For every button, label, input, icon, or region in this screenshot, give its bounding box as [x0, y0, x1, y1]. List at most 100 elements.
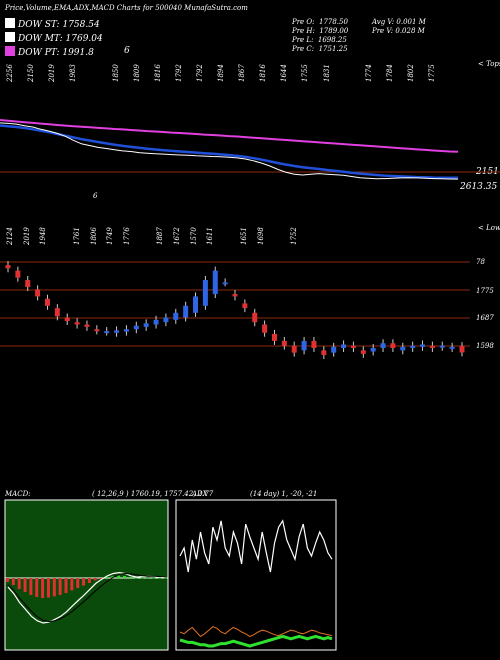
candle-body: [94, 329, 100, 332]
stat-value: 0.001 M: [396, 18, 426, 26]
ema-price-label: 2613.35: [460, 182, 498, 192]
stat-high: Pre H: 1789.00: [292, 27, 348, 35]
macd-histogram-bar: [82, 578, 86, 586]
candle-body: [64, 317, 70, 322]
candle-body: [360, 350, 366, 354]
stat-value: 1698.25: [317, 36, 347, 44]
candle-body: [281, 340, 287, 346]
candle-body: [350, 345, 356, 348]
stat-label: Avg V:: [372, 18, 395, 26]
macd-histogram-bar: [146, 577, 150, 579]
stat-low: Pre L: 1698.25: [292, 36, 347, 44]
macd-histogram-bar: [123, 576, 127, 578]
candle-chart: [0, 261, 470, 359]
candle-body: [193, 296, 199, 313]
adx-di-plus-line: [179, 519, 333, 573]
stat-label: Pre L:: [292, 36, 314, 44]
macd-histogram-bar: [23, 578, 27, 592]
candle-body: [341, 344, 347, 348]
macd-histogram-bar: [140, 577, 144, 579]
candle-body: [25, 280, 31, 288]
adx-frame: [175, 499, 337, 651]
level-label-2: 1775: [476, 287, 494, 295]
candle-body: [242, 303, 248, 309]
candle-body: [321, 350, 327, 355]
dow-pt-line: [0, 119, 459, 153]
candle-body: [252, 312, 258, 323]
legend-label: DOW ST:: [18, 20, 60, 30]
adx-values: (14 day) 1, -20, -21: [250, 490, 318, 498]
macd-histogram-bar: [58, 578, 62, 595]
candle-body: [114, 330, 120, 333]
macd-histogram-bar: [6, 578, 9, 582]
candle-body: [291, 345, 297, 353]
macd-histogram-bar: [64, 578, 68, 593]
candle-corner-label: < Lows: [478, 224, 500, 232]
macd-histogram-bar: [128, 577, 132, 578]
candle-body: [449, 346, 455, 349]
stat-label: Pre H:: [292, 27, 315, 35]
macd-histogram-bar: [99, 578, 103, 579]
candle-body: [153, 319, 159, 325]
candle-body: [311, 340, 317, 348]
legend-dow-pt: DOW PT: 1991.8: [5, 46, 94, 58]
dow-mt-line: [0, 124, 458, 180]
candle-body: [84, 324, 90, 327]
macd-histogram-bar: [17, 578, 21, 589]
macd-values: ( 12,26,9 ) 1760.19, 1757.42, 2.77: [92, 490, 214, 498]
legend-label: DOW PT:: [18, 48, 60, 58]
macd-signal-line: [7, 572, 166, 623]
level-label-1: 78: [476, 258, 485, 266]
chart-title: Price,Volume,EMA,ADX,MACD Charts for 500…: [5, 4, 248, 12]
swatch-dow-mt: [5, 32, 15, 42]
stat-value: 1751.25: [318, 45, 348, 53]
legend-dow-mt: DOW MT: 1769.04: [5, 32, 103, 44]
candle-body: [5, 265, 11, 269]
macd-histogram-bar: [41, 578, 45, 598]
candle-body: [331, 346, 337, 353]
level-label-4: 1598: [476, 342, 494, 350]
ema-small-label: 6: [93, 192, 98, 200]
candle-body: [104, 331, 110, 334]
candle-body: [271, 333, 277, 341]
candle-body: [173, 312, 179, 320]
macd-histogram-bar: [35, 578, 39, 597]
ema-chart: [0, 119, 500, 180]
macd-histogram-bar: [117, 575, 121, 578]
candle-body: [232, 294, 238, 297]
legend-label: DOW MT:: [18, 34, 63, 44]
candle-body: [459, 346, 465, 353]
dow-st-line: [0, 122, 459, 180]
legend-dow-st: DOW ST: 1758.54: [5, 18, 100, 30]
level-label-3: 1687: [476, 314, 494, 322]
macd-frame: [4, 499, 169, 651]
stat-value: 1789.00: [319, 27, 349, 35]
candle-body: [123, 329, 129, 332]
candle-body: [380, 343, 386, 348]
macd-histogram-bar: [158, 577, 162, 579]
stat-label: Pre O:: [292, 18, 315, 26]
macd-histogram-bar: [76, 578, 80, 588]
candle-body: [15, 270, 21, 278]
macd-histogram-bar: [87, 578, 91, 583]
stat-value: 1778.50: [318, 18, 348, 26]
stat-prev-volume: Pre V: 0.028 M: [372, 27, 425, 35]
adx-line: [179, 626, 333, 638]
candle-body: [429, 345, 435, 348]
stat-label: Pre V:: [372, 27, 394, 35]
candle-body: [400, 346, 406, 351]
macd-histogram-bar: [70, 578, 74, 591]
legend-value: 1769.04: [65, 34, 103, 44]
macd-histogram-bar: [152, 577, 156, 579]
swatch-dow-st: [5, 18, 15, 28]
legend-value: 1991.8: [62, 48, 94, 58]
macd-histogram-bar: [134, 577, 138, 579]
candle-body: [390, 343, 396, 348]
candle-body: [35, 289, 41, 297]
candle-body: [439, 345, 445, 348]
swatch-dow-pt: [5, 46, 15, 56]
macd-histogram-bar: [164, 577, 167, 579]
stat-label: Pre C:: [292, 45, 315, 53]
macd-histogram-bar: [11, 578, 15, 585]
